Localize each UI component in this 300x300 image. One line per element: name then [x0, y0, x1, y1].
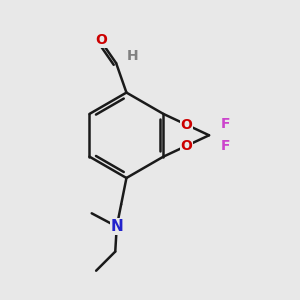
Text: O: O [95, 34, 107, 47]
Text: N: N [110, 219, 123, 234]
Text: F: F [220, 140, 230, 154]
Text: F: F [220, 117, 230, 131]
Text: O: O [180, 118, 192, 132]
Text: H: H [127, 49, 138, 63]
Text: O: O [180, 139, 192, 153]
